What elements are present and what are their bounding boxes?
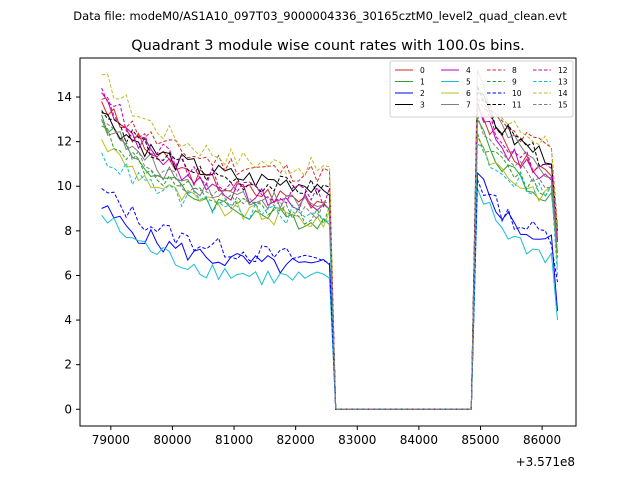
axes-frame xyxy=(79,57,577,427)
legend-label: 5 xyxy=(466,78,471,87)
legend-label: 12 xyxy=(558,66,568,75)
legend-label: 6 xyxy=(466,89,471,98)
y-axis: 0 2 4 6 8 10 12 14 xyxy=(57,90,80,416)
series-line-11 xyxy=(101,85,558,410)
legend-label: 1 xyxy=(420,78,425,87)
series-line-0 xyxy=(101,101,558,410)
legend-label: 3 xyxy=(420,101,425,110)
legend-frame xyxy=(389,60,574,118)
y-tick-label: 12 xyxy=(57,135,72,149)
legend-label: 13 xyxy=(558,78,568,87)
legend-label: 8 xyxy=(512,66,517,75)
series-line-6 xyxy=(101,135,558,410)
x-tick-label: 85000 xyxy=(461,433,499,447)
y-tick-label: 8 xyxy=(64,224,72,238)
x-tick-label: 79000 xyxy=(92,433,130,447)
y-tick-label: 4 xyxy=(64,313,72,327)
x-tick-label: 84000 xyxy=(400,433,438,447)
y-tick-label: 2 xyxy=(64,358,72,372)
x-tick-label: 80000 xyxy=(153,433,191,447)
series-line-13 xyxy=(101,143,558,410)
series-line-3 xyxy=(101,91,558,410)
series-line-12 xyxy=(101,87,558,410)
x-axis: 79000 80000 81000 82000 83000 84000 85000 86000 xyxy=(92,426,561,447)
x-tick-label: 81000 xyxy=(215,433,253,447)
plot-lines xyxy=(101,70,558,410)
series-line-10 xyxy=(101,179,558,410)
y-tick-label: 14 xyxy=(57,90,72,104)
x-tick-label: 82000 xyxy=(277,433,315,447)
legend-label: 11 xyxy=(512,101,522,110)
x-tick-label: 83000 xyxy=(338,433,376,447)
chart-title: Quadrant 3 module wise count rates with … xyxy=(131,38,525,54)
legend-label: 15 xyxy=(558,101,568,110)
legend-label: 14 xyxy=(558,89,568,98)
series-line-7 xyxy=(101,70,558,410)
y-tick-label: 10 xyxy=(57,179,72,193)
legend-label: 4 xyxy=(466,66,471,75)
legend-label: 0 xyxy=(420,66,425,75)
x-tick-label: 86000 xyxy=(523,433,561,447)
y-tick-label: 0 xyxy=(64,402,72,416)
series-line-8 xyxy=(101,96,558,410)
series-line-2 xyxy=(101,171,558,410)
x-offset-label: +3.571e8 xyxy=(516,455,575,469)
legend-label: 7 xyxy=(466,101,471,110)
legend-label: 2 xyxy=(420,89,425,98)
series-line-5 xyxy=(101,188,558,410)
series-line-14 xyxy=(101,73,558,410)
suptitle: Data file: modeM0/AS1A10_097T03_90000043… xyxy=(73,9,567,23)
y-tick-label: 6 xyxy=(64,268,72,282)
legend-label: 10 xyxy=(512,89,522,98)
series-line-15 xyxy=(101,114,558,410)
legend-label: 9 xyxy=(512,78,517,87)
